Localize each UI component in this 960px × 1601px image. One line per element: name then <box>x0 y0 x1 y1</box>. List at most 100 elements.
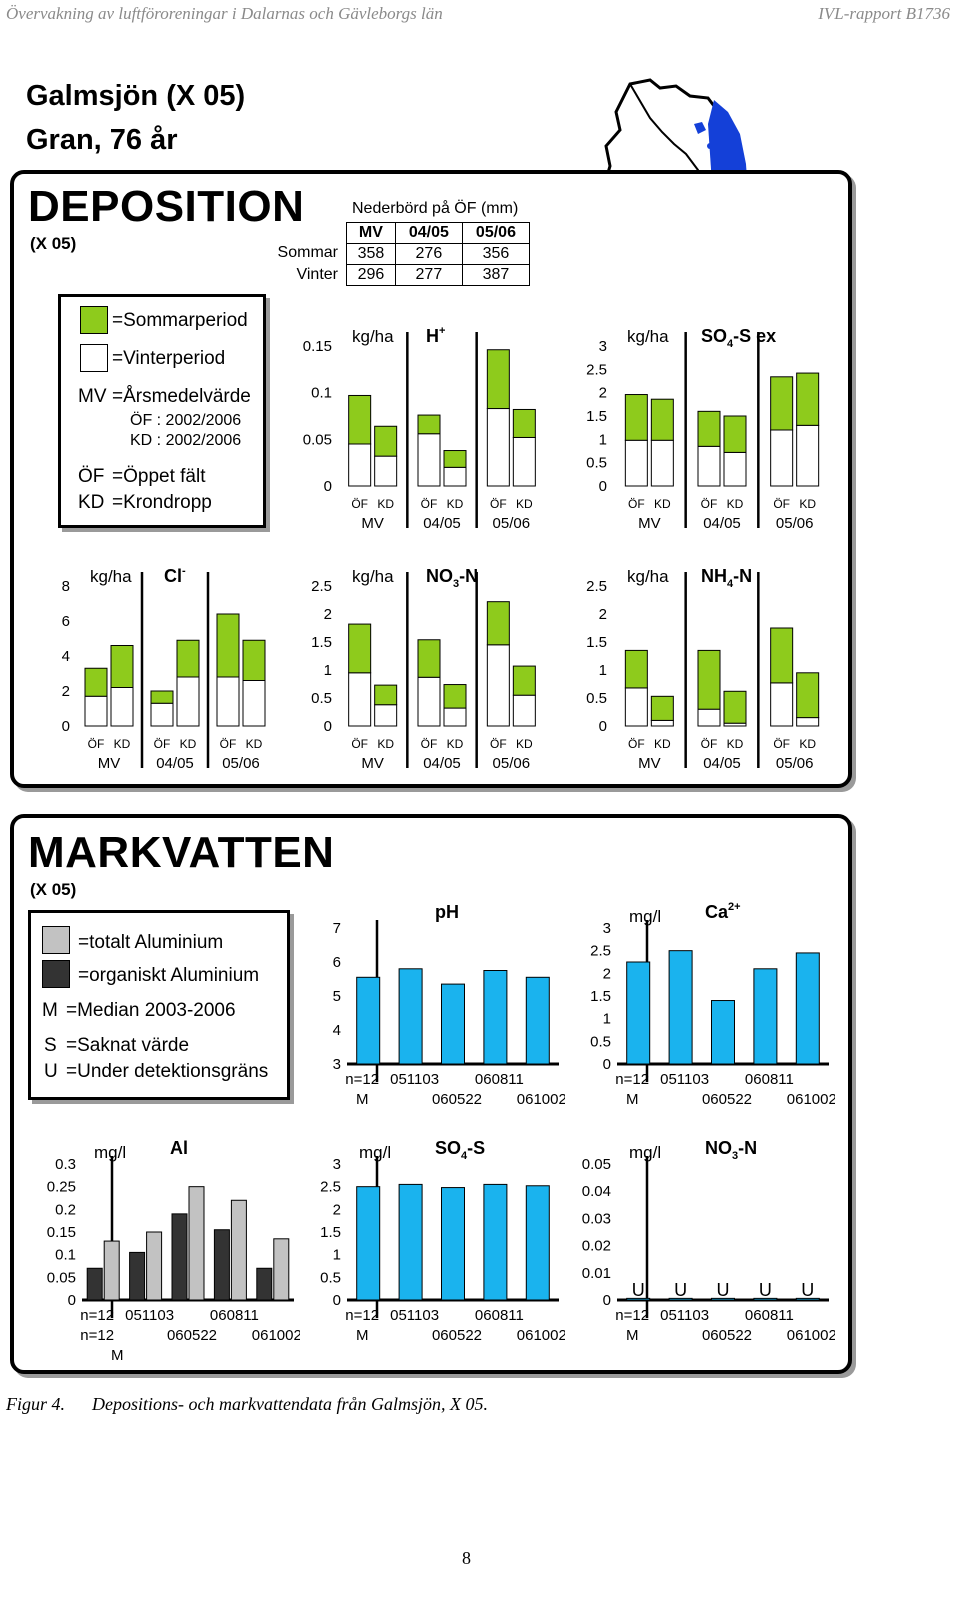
bar-winter <box>796 717 820 727</box>
bar-winter <box>486 408 510 487</box>
bar-summer <box>216 613 240 678</box>
x-tick-label: ÖF <box>490 737 507 751</box>
bar-summer <box>486 349 510 410</box>
x-tick-label: KD <box>727 497 744 511</box>
precip-row-label-winter: Vinter <box>296 266 338 283</box>
group-label: 04/05 <box>423 515 461 532</box>
legend-m-key: M <box>42 1000 58 1021</box>
bar-winter <box>624 439 648 487</box>
precip-row-summer: 358 276 356 <box>346 243 531 265</box>
chart-so4-s-ex: 3 2.5 2 1.5 1 0.5 0 kg/ha SO4-S ex ÖF KD ÖF KD ÖF KD MV… <box>586 326 820 532</box>
bar-winter <box>770 682 794 727</box>
legend-winter: =Vinterperiod <box>112 348 226 369</box>
chart-cl: 8 6 4 2 0 kg/ha Cl- ÖF KD ÖF KD ÖF KD MV 04/05 05/06 <box>62 565 266 772</box>
legend-al-total: =totalt Aluminium <box>78 932 224 953</box>
bar-label: U <box>717 1280 730 1300</box>
bar-winter <box>486 644 510 727</box>
bar-summer <box>84 667 108 697</box>
bar-winter <box>697 445 721 487</box>
legend-u-text: =Under detektionsgräns <box>66 1061 269 1082</box>
bar-summer <box>624 649 648 689</box>
y-tick-label: 3 <box>603 920 611 937</box>
y-tick-label: 1 <box>324 662 332 679</box>
x-tick-label: 061002 <box>787 1091 835 1108</box>
bar-summer <box>417 639 441 678</box>
precip-header-row: MV 04/05 05/06 <box>346 222 531 244</box>
bar-winter <box>650 719 674 727</box>
precip-row-winter: 296 277 387 <box>346 264 531 286</box>
y-tick-label: 0 <box>599 478 607 495</box>
x-tick-label: n=12 <box>345 1071 379 1088</box>
bar-summer <box>770 627 794 684</box>
legend-kd-text: =Krondropp <box>112 492 212 513</box>
legend-of-key: ÖF <box>78 466 105 487</box>
bar <box>753 968 778 1065</box>
x-tick-label: KD <box>654 737 671 751</box>
y-tick-label: 2.5 <box>586 578 607 595</box>
x-tick-label: n=12 <box>615 1307 649 1324</box>
x-tick-label: ÖF <box>220 737 237 751</box>
y-tick-label: 8 <box>62 578 70 595</box>
x-tick-label: 051103 <box>125 1307 174 1324</box>
unit-label: mg/l <box>629 907 661 926</box>
unit-label: mg/l <box>359 1143 391 1162</box>
bar-winter <box>512 694 536 727</box>
bar <box>626 961 651 1065</box>
chart-title: Cl- <box>164 565 186 586</box>
y-tick-label: 2.5 <box>311 578 332 595</box>
x-tick-label: KD <box>246 737 263 751</box>
y-tick-label: 2 <box>324 606 332 623</box>
bar-summer <box>374 425 398 457</box>
precip-title: Nederbörd på ÖF (mm) <box>352 200 519 217</box>
x-tick-label: n=12 <box>615 1071 649 1088</box>
bar <box>668 1297 693 1301</box>
chart-title: SO4-S ex <box>701 326 776 350</box>
bar-summer <box>348 394 372 445</box>
group-label: 05/06 <box>776 515 814 532</box>
bar-al-organic <box>213 1229 230 1301</box>
bar-al-organic <box>256 1267 273 1301</box>
group-label: 05/06 <box>493 755 531 772</box>
y-tick-label: 6 <box>62 613 70 630</box>
bar <box>483 970 508 1065</box>
x-tick-label: M <box>356 1091 369 1108</box>
y-tick-label: 3 <box>333 1156 341 1173</box>
y-tick-label: 3 <box>333 1056 341 1073</box>
precip-header: 05/06 <box>461 222 531 244</box>
markvatten-legend <box>28 910 290 1100</box>
unit-label: kg/ha <box>352 567 394 586</box>
caption-label: Figur 4. <box>6 1394 66 1414</box>
unit-label: kg/ha <box>352 327 394 346</box>
x-tick-label: 060811 <box>745 1071 794 1088</box>
x-tick-label: ÖF <box>421 497 438 511</box>
deposition-title: DEPOSITION <box>28 182 305 231</box>
bar-winter <box>650 439 674 487</box>
chart-title: Al <box>170 1138 188 1158</box>
bar-summer <box>348 623 372 674</box>
precip-header: 04/05 <box>394 222 463 244</box>
group-label: 05/06 <box>776 755 814 772</box>
y-tick-label: 0 <box>599 718 607 735</box>
y-tick-label: 0.5 <box>590 1033 611 1050</box>
bar-winter <box>242 680 266 727</box>
y-tick-label: 0.2 <box>55 1201 76 1218</box>
y-tick-label: 1 <box>333 1247 341 1264</box>
y-tick-label: 0.05 <box>582 1156 611 1173</box>
x-tick-label: ÖF <box>88 737 105 751</box>
x-tick-label: KD <box>516 497 533 511</box>
site-subtitle: Gran, 76 år <box>26 124 178 156</box>
page-number: 8 <box>462 1548 471 1568</box>
x-tick-label: ÖF <box>628 497 645 511</box>
x-tick-label: KD <box>727 737 744 751</box>
bar-winter <box>84 695 108 727</box>
bar <box>441 983 465 1065</box>
bar <box>441 1187 465 1301</box>
legend-al-organic: =organiskt Aluminium <box>78 965 260 986</box>
bar-summer <box>242 639 266 681</box>
y-tick-label: 0.02 <box>582 1238 611 1255</box>
precip-cell: 296 <box>346 264 396 286</box>
bar-winter <box>417 676 441 727</box>
y-tick-label: 0.01 <box>582 1265 611 1282</box>
al-total-swatch <box>42 926 70 954</box>
group-label: 04/05 <box>703 755 741 772</box>
